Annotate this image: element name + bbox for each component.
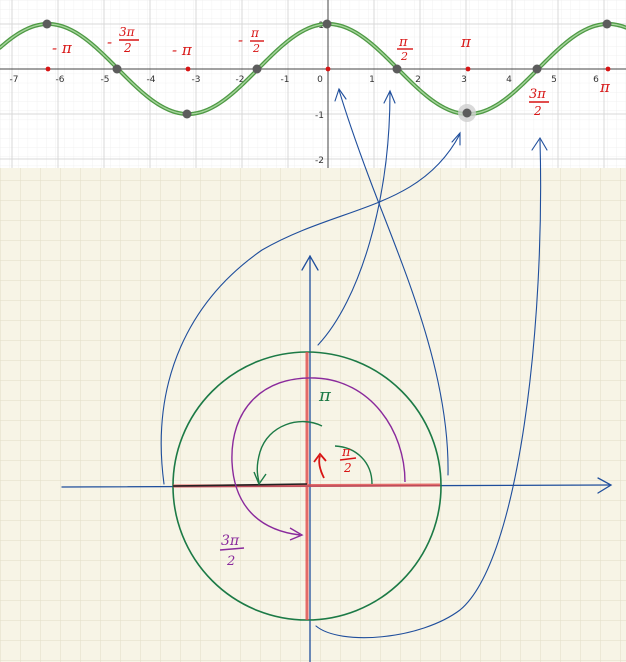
y-tick-label: -2 — [315, 156, 324, 166]
graph-major-grid — [0, 0, 626, 168]
x-tick-label: -6 — [56, 75, 65, 85]
connector-arrowhead — [334, 87, 347, 102]
red-marker — [45, 66, 51, 72]
horizontal-axis-arrow — [597, 477, 613, 494]
label-neg-pi-2-den: 2 — [252, 42, 260, 55]
connector-arrowhead — [383, 89, 396, 104]
x-tick-label: 5 — [551, 75, 557, 85]
x-tick-label: 0 — [317, 75, 323, 85]
connector-neg-pi-to-pi — [160, 133, 461, 485]
label-3pi-2-num: 3π — [529, 87, 546, 102]
x-tick-label: -4 — [147, 75, 156, 85]
handwritten-angle-labels: - π - 3π 2 - π - π 2 π 2 π 3π 2 π — [52, 25, 611, 118]
curve-point[interactable] — [252, 64, 262, 74]
curve-point[interactable] — [392, 64, 402, 74]
sine-graph-panel: -7 -6 -5 -4 -3 -2 -1 0 1 2 3 4 5 6 1 -1 … — [0, 0, 626, 168]
circle-label-3pi-over-2-num: 3π — [221, 533, 240, 549]
x-tick-label: 6 — [593, 75, 599, 85]
x-tick-label: 2 — [415, 75, 421, 85]
half-turn-arc-inner — [334, 445, 373, 485]
red-marker — [465, 66, 471, 72]
red-marker-points — [45, 66, 611, 72]
curve-point[interactable] — [112, 64, 122, 74]
purple-spiral-arc — [231, 377, 406, 536]
x-tick-labels: -7 -6 -5 -4 -3 -2 -1 0 1 2 3 4 5 6 — [10, 75, 600, 85]
purple-arc-arrowhead — [289, 527, 304, 541]
x-tick-label: -3 — [192, 75, 201, 85]
circle-label-pi-over-2-num: π — [341, 445, 351, 460]
x-tick-label: 3 — [461, 75, 467, 85]
label-neg-3pi-2-den: 2 — [123, 41, 132, 55]
connector-arrowhead — [531, 136, 548, 151]
circle-label-pi: π — [318, 385, 332, 406]
paper-grid — [0, 168, 626, 662]
label-neg-3pi-2-num: 3π — [119, 25, 136, 39]
x-tick-label: -5 — [101, 75, 110, 85]
connector-curves — [160, 87, 548, 639]
red-marker — [185, 66, 191, 72]
curve-point[interactable] — [42, 19, 52, 29]
negative-radius — [172, 483, 308, 487]
curve-points — [42, 19, 612, 119]
fraction-bar — [219, 547, 245, 551]
x-tick-label: -2 — [236, 75, 245, 85]
x-tick-label: -1 — [281, 75, 290, 85]
x-tick-label: -7 — [10, 75, 19, 85]
red-quarter-arrow — [318, 455, 325, 479]
label-neg-pi: - π — [172, 41, 193, 59]
x-tick-label: 4 — [506, 75, 512, 85]
label-pi-2-den: 2 — [400, 50, 408, 63]
curve-point-selected[interactable] — [462, 108, 472, 118]
label-neg-pi-left: - π — [52, 39, 73, 57]
circle-label-3pi-over-2-den: 2 — [226, 554, 235, 569]
label-neg-pi-2-sign: - — [238, 31, 243, 49]
fraction-bar — [339, 457, 357, 461]
label-neg-3pi-2-sign: - — [107, 33, 112, 51]
connector-three-half-pi — [315, 139, 542, 639]
label-neg-pi-2-num: π — [250, 26, 260, 40]
curve-point[interactable] — [532, 64, 542, 74]
red-arrowhead — [313, 452, 327, 463]
vertical-axis-arrow — [301, 254, 319, 271]
curve-point[interactable] — [182, 109, 192, 119]
connector-arrowhead — [451, 131, 461, 146]
label-3pi-2-den: 2 — [533, 104, 542, 118]
curve-point[interactable] — [322, 19, 332, 29]
x-tick-label: 1 — [369, 75, 375, 85]
connector-zero — [338, 89, 449, 476]
curve-point[interactable] — [602, 19, 612, 29]
circle-angle-labels: π π 2 3π 2 — [219, 385, 357, 569]
red-marker — [325, 66, 331, 72]
green-arc-arrowhead — [253, 471, 267, 486]
connector-half-pi — [317, 91, 391, 346]
circle-label-pi-over-2-den: 2 — [343, 461, 352, 475]
label-pi: π — [460, 33, 472, 51]
label-pi-2-num: π — [398, 35, 408, 50]
red-marker — [605, 66, 611, 72]
y-tick-label: -1 — [315, 111, 324, 121]
label-pi-right: π — [599, 78, 611, 96]
green-arc — [256, 420, 323, 483]
sine-curve-highlight — [0, 23, 626, 115]
unit-circle-sketch-panel: π π 2 3π 2 — [0, 168, 626, 662]
